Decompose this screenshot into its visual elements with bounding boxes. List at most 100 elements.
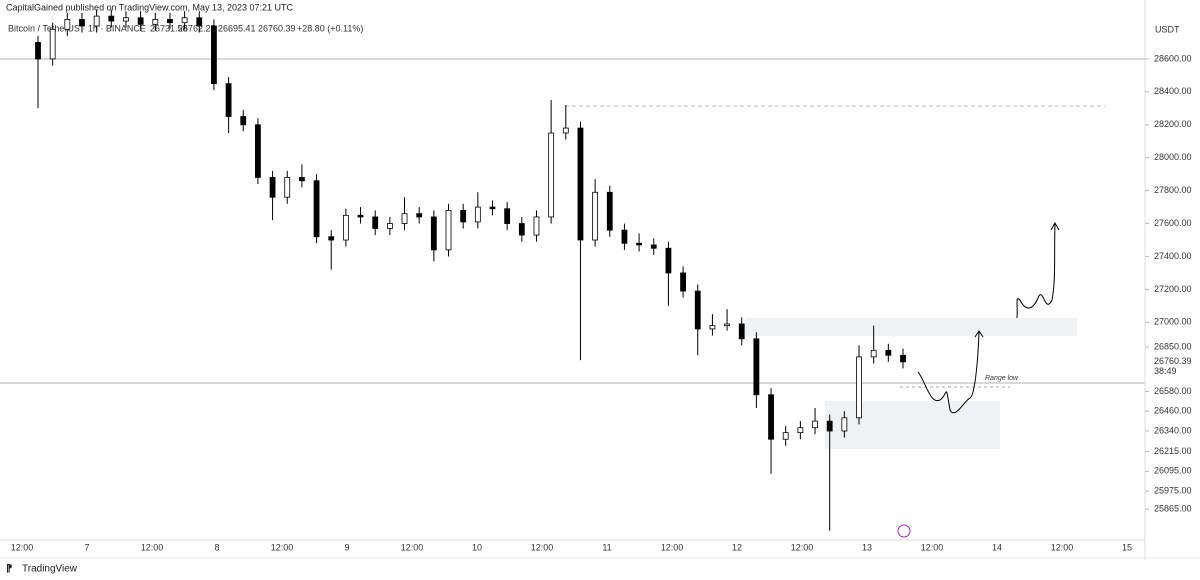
x-tick-label: 12:00 <box>1051 542 1074 552</box>
candle-body <box>738 323 745 340</box>
y-tick-label: 28000.00 <box>1154 152 1192 162</box>
candle-body <box>577 127 584 241</box>
candle-body <box>328 236 335 241</box>
candle-body <box>504 208 511 224</box>
x-tick-label: 12:00 <box>791 542 814 552</box>
y-tick-label: 26340.00 <box>1154 425 1192 435</box>
candle-body <box>460 209 467 223</box>
candle-body <box>606 191 613 231</box>
candle-body <box>474 206 481 223</box>
zone <box>825 401 1000 449</box>
candle-body <box>709 325 716 330</box>
x-tick-label: 12:00 <box>401 542 424 552</box>
candle-body <box>357 214 364 218</box>
candle-body <box>298 177 305 182</box>
x-tick-label: 12 <box>732 542 742 552</box>
last-price: 26760.39 <box>1154 356 1192 366</box>
y-tick-label: 27600.00 <box>1154 218 1192 228</box>
y-tick-label: 27200.00 <box>1154 284 1192 294</box>
x-tick-label: 12:00 <box>531 542 554 552</box>
candle-body <box>181 17 188 24</box>
candle-body <box>841 417 848 432</box>
y-tick-label: 28600.00 <box>1154 53 1192 63</box>
y-tick-label: 26580.00 <box>1154 386 1192 396</box>
candle-body <box>401 213 408 224</box>
price-tag <box>1146 354 1200 379</box>
candle-body <box>650 244 657 249</box>
zone <box>745 318 1077 336</box>
candle-body <box>386 223 393 229</box>
y-tick-label: 25865.00 <box>1154 504 1192 514</box>
candle-body <box>152 19 159 25</box>
x-tick-label: 15 <box>1122 542 1132 552</box>
candle-body <box>123 17 129 22</box>
y-tick-label: 27400.00 <box>1154 251 1192 261</box>
x-tick-label: 14 <box>992 542 1002 552</box>
candle-body <box>856 356 862 419</box>
currency-label: USDT <box>1155 24 1180 34</box>
candle-body <box>167 19 173 24</box>
candle-body <box>900 354 906 363</box>
candle-body <box>240 116 247 126</box>
y-tick-label: 26850.00 <box>1154 341 1192 351</box>
candle-body <box>342 214 349 241</box>
y-tick-label: 25975.00 <box>1154 485 1192 495</box>
publisher: CapitalGained published on TradingView.c… <box>6 2 294 12</box>
candle-body <box>680 272 686 292</box>
candle-body <box>445 209 452 251</box>
ohlc-high: 26762.28 <box>178 23 216 33</box>
x-tick-label: 12:00 <box>921 542 944 552</box>
y-tick-label: 28400.00 <box>1154 86 1192 96</box>
candle-body <box>269 177 276 198</box>
y-tick-label: 26460.00 <box>1154 406 1192 416</box>
y-tick-label: 27000.00 <box>1154 317 1192 327</box>
candle-body <box>665 247 672 274</box>
candle-body <box>885 349 892 356</box>
candle-body <box>753 338 760 396</box>
projection-path <box>1016 223 1056 319</box>
candle-body <box>812 420 818 429</box>
arrow-head <box>1050 221 1060 231</box>
candle-body <box>64 19 71 30</box>
x-tick-label: 12:00 <box>661 542 684 552</box>
candle-body <box>518 223 525 236</box>
candle-body <box>548 132 555 218</box>
x-tick-label: 8 <box>214 542 219 552</box>
ohlc-open: 26731.58 <box>150 23 188 33</box>
y-tick-label: 26095.00 <box>1154 466 1192 476</box>
candle-body <box>724 323 730 327</box>
candle-body <box>49 28 56 60</box>
candle-body <box>35 42 41 60</box>
candle-body <box>870 349 877 358</box>
candle-body <box>797 427 804 434</box>
candle-body <box>255 124 261 178</box>
candle-body <box>430 216 437 251</box>
ohlc-change: +28.80 (+0.11%) <box>297 23 363 33</box>
candle-body <box>694 290 701 330</box>
candle-body <box>826 420 833 432</box>
event-icon <box>897 524 911 538</box>
x-tick-label: 13 <box>862 542 872 552</box>
brand: TradingView <box>22 564 78 575</box>
candle-body <box>137 17 144 25</box>
candle-body <box>372 216 379 229</box>
candle-body <box>489 206 496 210</box>
candle-body <box>79 19 85 27</box>
x-tick-label: 12:00 <box>141 542 164 552</box>
candle-body <box>562 127 569 134</box>
y-tick-label: 27800.00 <box>1154 185 1192 195</box>
countdown: 38:49 <box>1154 366 1177 376</box>
y-tick-label: 26215.00 <box>1154 446 1192 456</box>
x-tick-label: 9 <box>344 542 349 552</box>
candle-body <box>416 213 423 218</box>
candle-body <box>592 191 599 241</box>
candle-body <box>782 432 789 440</box>
x-tick-label: 10 <box>472 542 482 552</box>
y-tick-label: 28200.00 <box>1154 119 1192 129</box>
x-tick-label: 12:00 <box>11 542 34 552</box>
candle-body <box>533 216 540 236</box>
annotation: Range low <box>985 375 1019 382</box>
candle-body <box>108 15 115 22</box>
